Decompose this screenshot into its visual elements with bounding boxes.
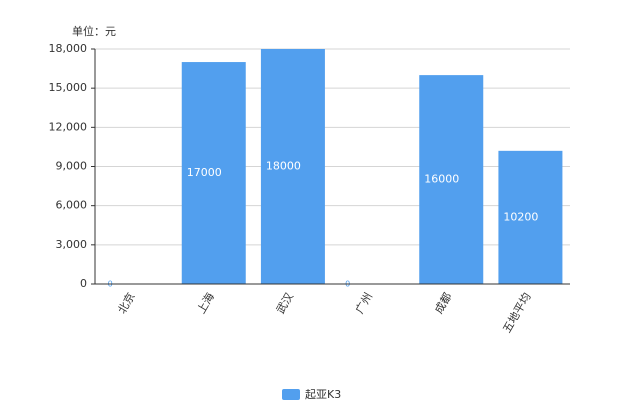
y-tick-label: 6,000	[56, 199, 88, 212]
x-tick-label: 武汉	[274, 291, 296, 317]
x-tick-label: 广州	[353, 291, 375, 317]
y-tick-label: 18,000	[49, 42, 88, 55]
data-label: 16000	[424, 173, 459, 186]
bar	[498, 150, 563, 284]
x-tick-label: 五地平均	[500, 291, 533, 336]
y-tick-label: 0	[80, 277, 87, 290]
y-tick-label: 12,000	[49, 120, 88, 133]
data-label: 17000	[187, 166, 222, 179]
bar	[260, 49, 325, 284]
legend-swatch	[282, 389, 300, 400]
unit-label: 单位：元	[72, 24, 116, 38]
y-tick-label: 15,000	[49, 81, 88, 94]
y-tick-label: 3,000	[56, 238, 88, 251]
data-label: 18000	[266, 160, 301, 173]
bar	[181, 62, 246, 284]
bar	[419, 75, 484, 284]
y-tick-label: 9,000	[56, 160, 88, 173]
x-tick-label: 上海	[194, 290, 217, 316]
legend-label: 起亚K3	[305, 388, 341, 401]
data-label: 10200	[503, 210, 538, 223]
x-tick-label: 北京	[115, 290, 138, 316]
x-tick-label: 成都	[432, 291, 454, 317]
